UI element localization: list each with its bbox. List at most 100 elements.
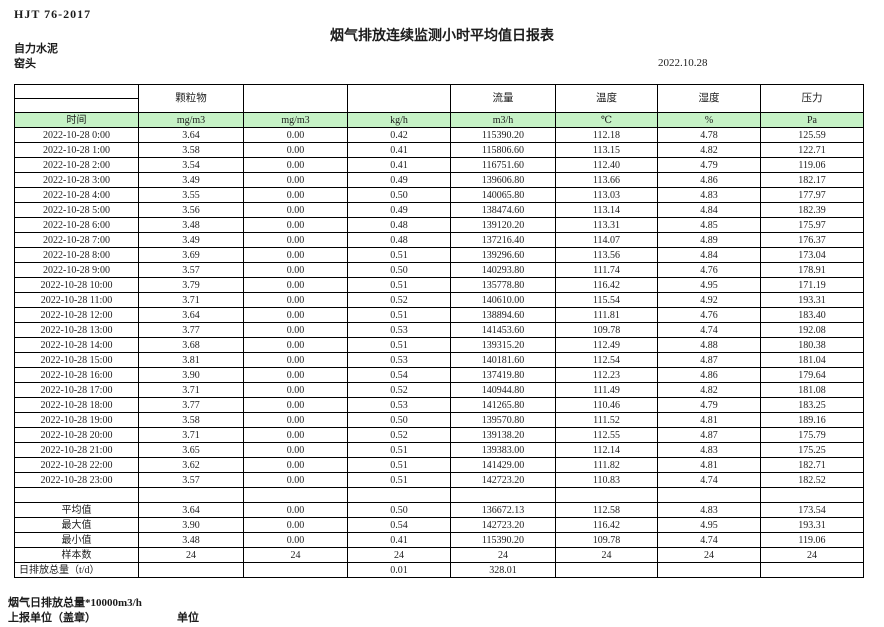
value-cell: 113.15: [555, 142, 658, 158]
summary-value-cell: 24: [760, 547, 864, 563]
summary-value-cell: 24: [347, 547, 451, 563]
value-cell: 139570.80: [450, 412, 556, 428]
summary-value-cell: 3.64: [138, 502, 244, 518]
data-row: 2022-10-28 13:00 3.77 0.00 0.53 141453.60 109…: [14, 322, 864, 338]
spacer-cell: [760, 487, 864, 503]
value-cell: 0.51: [347, 247, 451, 263]
summary-value-cell: [243, 562, 348, 578]
value-cell: 4.86: [657, 172, 761, 188]
value-cell: 0.00: [243, 232, 348, 248]
time-cell: 2022-10-28 20:00: [14, 427, 139, 443]
value-cell: 0.49: [347, 202, 451, 218]
value-cell: 109.78: [555, 322, 658, 338]
value-cell: 4.81: [657, 412, 761, 428]
value-cell: 4.84: [657, 247, 761, 263]
value-cell: 0.51: [347, 277, 451, 293]
value-cell: 139315.20: [450, 337, 556, 353]
value-cell: 0.00: [243, 367, 348, 383]
value-cell: 0.00: [243, 322, 348, 338]
value-cell: 192.08: [760, 322, 864, 338]
value-cell: 3.55: [138, 187, 244, 203]
value-cell: 111.52: [555, 412, 658, 428]
value-cell: 0.00: [243, 412, 348, 428]
unit-mg-m3-2: mg/m3: [243, 112, 348, 128]
value-cell: 140944.80: [450, 382, 556, 398]
summary-value-cell: 0.00: [243, 532, 348, 548]
summary-row: 最小值 3.48 0.00 0.41 115390.20 109.78 4.74 119.06: [14, 532, 864, 548]
header-time: 时间: [14, 112, 139, 128]
value-cell: 0.00: [243, 397, 348, 413]
data-row: 2022-10-28 19:00 3.58 0.00 0.50 139570.80 111…: [14, 412, 864, 428]
summary-value-cell: 112.58: [555, 502, 658, 518]
value-cell: 125.59: [760, 127, 864, 143]
value-cell: 0.00: [243, 172, 348, 188]
summary-value-cell: 24: [450, 547, 556, 563]
summary-value-cell: 4.83: [657, 502, 761, 518]
value-cell: 114.07: [555, 232, 658, 248]
summary-value-cell: 3.90: [138, 517, 244, 533]
value-cell: 4.76: [657, 307, 761, 323]
value-cell: 141453.60: [450, 322, 556, 338]
value-cell: 0.00: [243, 457, 348, 473]
spacer-cell: [138, 487, 244, 503]
value-cell: 3.56: [138, 202, 244, 218]
value-cell: 0.48: [347, 232, 451, 248]
time-cell: 2022-10-28 13:00: [14, 322, 139, 338]
value-cell: 139120.20: [450, 217, 556, 233]
value-cell: 178.91: [760, 262, 864, 278]
summary-value-cell: [657, 562, 761, 578]
value-cell: 0.00: [243, 142, 348, 158]
value-cell: 139138.20: [450, 427, 556, 443]
value-cell: 0.54: [347, 367, 451, 383]
summary-label: 样本数: [14, 547, 139, 563]
value-cell: 0.53: [347, 352, 451, 368]
spacer-cell: [657, 487, 761, 503]
unit-pa: Pa: [760, 112, 864, 128]
value-cell: 3.58: [138, 142, 244, 158]
value-cell: 182.39: [760, 202, 864, 218]
value-cell: 4.82: [657, 142, 761, 158]
data-row: 2022-10-28 4:00 3.55 0.00 0.50 140065.80 113.…: [14, 187, 864, 203]
summary-value-cell: 4.74: [657, 532, 761, 548]
time-cell: 2022-10-28 3:00: [14, 172, 139, 188]
data-row: 2022-10-28 21:00 3.65 0.00 0.51 139383.00 112…: [14, 442, 864, 458]
value-cell: 0.51: [347, 307, 451, 323]
summary-value-cell: 116.42: [555, 517, 658, 533]
value-cell: 3.71: [138, 292, 244, 308]
value-cell: 181.04: [760, 352, 864, 368]
value-cell: 0.51: [347, 457, 451, 473]
value-cell: 182.71: [760, 457, 864, 473]
value-cell: 4.83: [657, 442, 761, 458]
value-cell: 4.87: [657, 427, 761, 443]
data-row: 2022-10-28 5:00 3.56 0.00 0.49 138474.60 113.…: [14, 202, 864, 218]
value-cell: 3.49: [138, 232, 244, 248]
value-cell: 0.50: [347, 262, 451, 278]
summary-value-cell: 0.00: [243, 502, 348, 518]
value-cell: 115.54: [555, 292, 658, 308]
value-cell: 4.95: [657, 277, 761, 293]
time-cell: 2022-10-28 6:00: [14, 217, 139, 233]
summary-value-cell: 24: [138, 547, 244, 563]
spacer-row: [14, 487, 864, 503]
value-cell: 111.81: [555, 307, 658, 323]
value-cell: 4.83: [657, 187, 761, 203]
value-cell: 140065.80: [450, 187, 556, 203]
value-cell: 176.37: [760, 232, 864, 248]
value-cell: 4.89: [657, 232, 761, 248]
value-cell: 0.00: [243, 472, 348, 488]
value-cell: 3.57: [138, 472, 244, 488]
value-cell: 3.57: [138, 262, 244, 278]
value-cell: 3.65: [138, 442, 244, 458]
value-cell: 0.50: [347, 412, 451, 428]
summary-value-cell: 24: [555, 547, 658, 563]
summary-row: 最大值 3.90 0.00 0.54 142723.20 116.42 4.95 193.31: [14, 517, 864, 533]
value-cell: 135778.80: [450, 277, 556, 293]
value-cell: 3.64: [138, 127, 244, 143]
value-cell: 175.97: [760, 217, 864, 233]
time-cell: 2022-10-28 0:00: [14, 127, 139, 143]
value-cell: 138894.60: [450, 307, 556, 323]
value-cell: 0.00: [243, 442, 348, 458]
summary-value-cell: 0.54: [347, 517, 451, 533]
value-cell: 139296.60: [450, 247, 556, 263]
header-particulate: 颗粒物: [138, 84, 244, 113]
